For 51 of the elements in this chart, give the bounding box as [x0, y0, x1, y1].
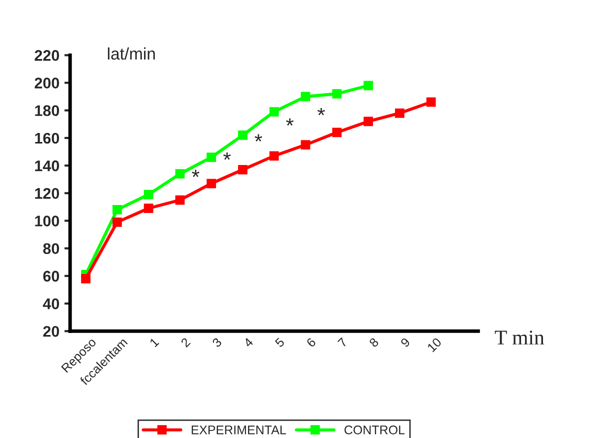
point — [206, 152, 216, 162]
y-tick-label: 160 — [35, 132, 60, 144]
y-tick-label: 100 — [35, 216, 60, 226]
legend-label: CONTROL — [344, 425, 405, 434]
legend-label: EXPERIMENTAL — [192, 426, 286, 434]
point — [364, 116, 373, 126]
point — [300, 140, 310, 150]
point — [300, 92, 310, 102]
point — [395, 108, 404, 118]
point — [206, 178, 216, 188]
point — [332, 89, 342, 99]
point — [238, 130, 248, 140]
point — [364, 80, 373, 90]
point — [269, 151, 279, 161]
y-tick-label: 60 — [43, 270, 60, 282]
point — [426, 97, 436, 107]
y-axis-title: lat/min — [108, 47, 155, 60]
y-tick-label: 20 — [43, 326, 60, 337]
y-tick-label: 120 — [35, 188, 60, 199]
x-tick-label: 3 — [212, 337, 222, 348]
x-tick-label: 10 — [426, 337, 442, 352]
point — [269, 107, 279, 116]
x-axis-title: T min — [494, 330, 544, 344]
annotation: * — [254, 134, 262, 142]
x-tick-label: 8 — [368, 337, 380, 348]
x-tick-label: 9 — [400, 337, 410, 348]
x-tick-label: 6 — [306, 337, 316, 348]
y-tick-label: 220 — [34, 50, 60, 61]
annotation: * — [223, 152, 231, 160]
x-tick-label: 7 — [337, 337, 348, 348]
y-tick-label: 140 — [35, 160, 60, 172]
point — [175, 169, 185, 179]
point — [332, 128, 342, 138]
point — [112, 217, 122, 227]
y-tick-label: 40 — [42, 298, 60, 310]
point — [175, 195, 185, 205]
point — [81, 274, 90, 284]
point — [112, 205, 122, 214]
annotation: * — [318, 108, 325, 116]
x-tick-label: 1 — [149, 337, 160, 348]
y-tick-label: 180 — [35, 105, 60, 116]
y-tick-label: 80 — [43, 243, 60, 254]
x-tick-label: 4 — [243, 337, 254, 348]
point — [144, 190, 154, 200]
x-tick-label: 5 — [274, 337, 285, 348]
y-tick-label: 200 — [34, 78, 60, 88]
annotation: * — [192, 170, 200, 178]
x-tick-label: 2 — [180, 337, 191, 348]
point — [144, 204, 154, 214]
annotation: * — [286, 118, 294, 126]
point — [238, 165, 248, 174]
